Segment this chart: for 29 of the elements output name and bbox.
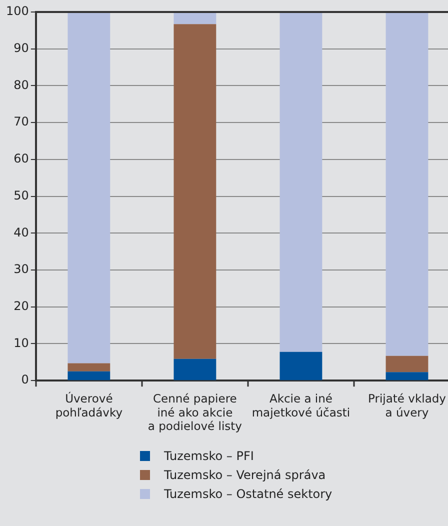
bar [386, 12, 428, 356]
y-tick-label: 0 [21, 372, 29, 387]
legend-label: Tuzemsko – Verejná správa [164, 468, 326, 482]
bar [386, 356, 428, 372]
y-tick-label: 80 [14, 78, 29, 92]
y-tick-label: 50 [14, 188, 29, 202]
legend-label: Tuzemsko – Ostatné sektory [164, 486, 332, 500]
bar [68, 363, 110, 372]
x-tick-label: Prijaté vklady a úvery [368, 391, 446, 420]
x-tick-label: Úverové pohľadávky [55, 391, 123, 420]
y-tick-label: 60 [14, 152, 29, 166]
bar [174, 24, 216, 359]
y-tick-label: 70 [14, 114, 29, 129]
bar [386, 372, 428, 380]
x-tick-label: Akcie a iné majetkové účasti [252, 391, 350, 420]
y-tick-label: 30 [14, 262, 29, 276]
bar [68, 12, 110, 364]
y-tick-label: 10 [14, 336, 29, 350]
x-tick-label: Cenné papiere iné ako akcie a podielové listy [148, 391, 242, 434]
bar [174, 358, 216, 380]
legend-label: Tuzemsko – PFI [164, 448, 254, 462]
y-tick-label: 90 [14, 40, 29, 55]
y-tick-label: 40 [14, 225, 29, 240]
y-tick-label: 20 [14, 299, 29, 314]
y-tick-label: 100 [6, 4, 29, 18]
bar [280, 352, 322, 380]
bar [174, 12, 216, 24]
bar [68, 371, 110, 380]
bar [280, 12, 322, 352]
